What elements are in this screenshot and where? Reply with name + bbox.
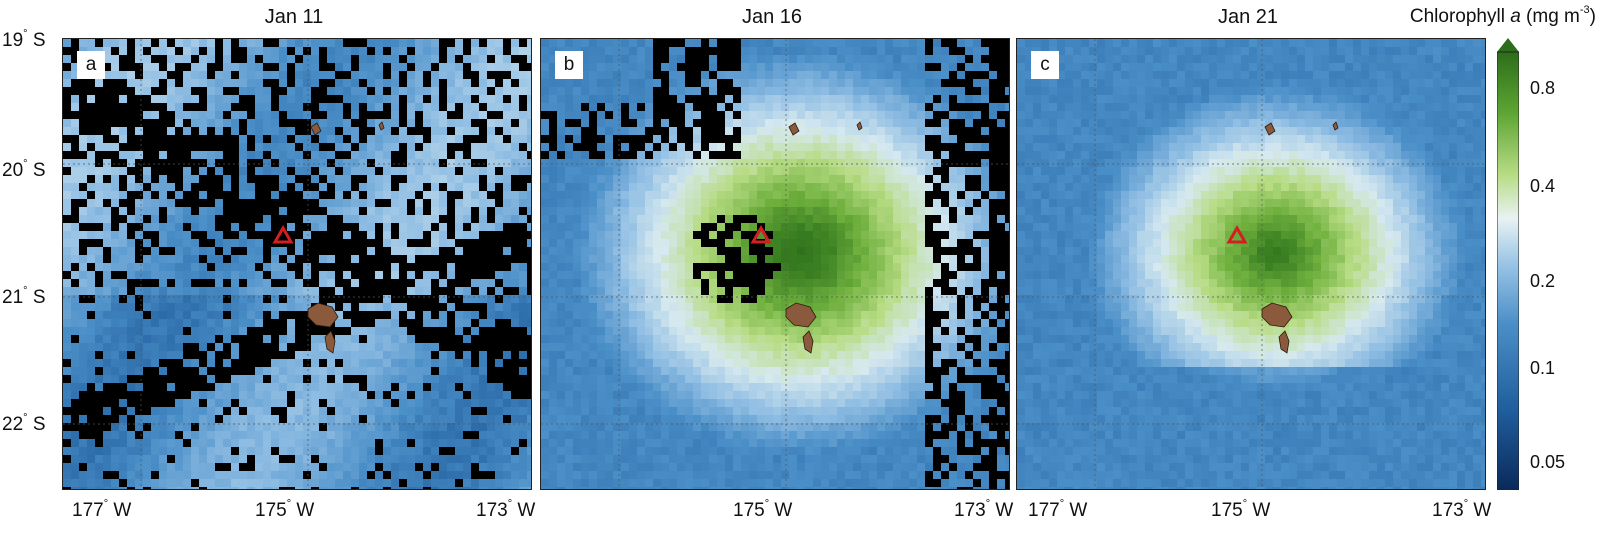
island-0 xyxy=(307,302,339,328)
lon-label-c-177: 177° W xyxy=(1028,498,1088,521)
ocean-grid xyxy=(63,39,531,489)
colorbar xyxy=(1497,38,1519,490)
panel-b-letter: b xyxy=(555,51,583,79)
map-panel-a: a xyxy=(62,38,532,490)
island-3 xyxy=(1332,121,1339,131)
island-1 xyxy=(324,330,336,354)
panel-b-svg xyxy=(541,39,1009,489)
lon-label-c-175: 175° W xyxy=(1211,498,1271,521)
panel-a-letter: a xyxy=(77,51,105,79)
panel-a-title: Jan 11 xyxy=(264,6,324,28)
map-panel-b: b xyxy=(540,38,1010,490)
graticule xyxy=(541,39,1009,489)
volcano-marker xyxy=(750,224,772,244)
island-3 xyxy=(856,121,863,131)
island-1 xyxy=(802,330,814,354)
lon-label-c-173: 173° W xyxy=(1432,498,1492,521)
lon-label-a-173: 173° W xyxy=(476,498,536,521)
colorbar-gradient xyxy=(1497,51,1519,490)
graticule xyxy=(63,39,531,489)
lat-label-22: 22° S xyxy=(2,412,46,435)
island-0 xyxy=(785,302,817,328)
colorbar-title: Chlorophyll a (mg m-3) xyxy=(1409,4,1596,27)
colorbar-tick-0.4: 0.4 xyxy=(1530,176,1556,196)
map-panel-c: c xyxy=(1016,38,1486,490)
volcano-marker xyxy=(272,224,294,244)
lon-label-a-177: 177° W xyxy=(72,498,132,521)
lat-label-20: 20° S xyxy=(2,158,46,181)
island-3 xyxy=(378,121,385,131)
island-1 xyxy=(1278,330,1290,354)
panel-a-svg xyxy=(63,39,531,489)
lon-label-b-173: 173° W xyxy=(954,498,1014,521)
panel-c-letter: c xyxy=(1031,51,1059,79)
island-2 xyxy=(1264,122,1276,136)
ocean-grid xyxy=(1017,39,1485,489)
panel-b-title: Jan 16 xyxy=(741,6,803,28)
lon-label-b-175: 175° W xyxy=(733,498,793,521)
island-2 xyxy=(310,122,322,136)
ocean-grid xyxy=(541,39,1009,489)
colorbar-tick-0.8: 0.8 xyxy=(1530,78,1556,98)
island-0 xyxy=(1261,302,1293,328)
colorbar-arrow xyxy=(1497,38,1519,52)
lat-label-21: 21° S xyxy=(2,285,46,308)
panel-c-title: Jan 21 xyxy=(1217,6,1279,28)
lat-label-19: 19° S xyxy=(2,28,46,51)
lon-label-a-175: 175° W xyxy=(255,498,315,521)
colorbar-tick-0.05: 0.05 xyxy=(1530,452,1566,472)
panel-c-svg xyxy=(1017,39,1485,489)
graticule xyxy=(1017,39,1485,489)
colorbar-tick-0.1: 0.1 xyxy=(1530,358,1556,378)
colorbar-tick-0.2: 0.2 xyxy=(1530,271,1556,291)
island-2 xyxy=(788,122,800,136)
volcano-marker xyxy=(1226,224,1248,244)
